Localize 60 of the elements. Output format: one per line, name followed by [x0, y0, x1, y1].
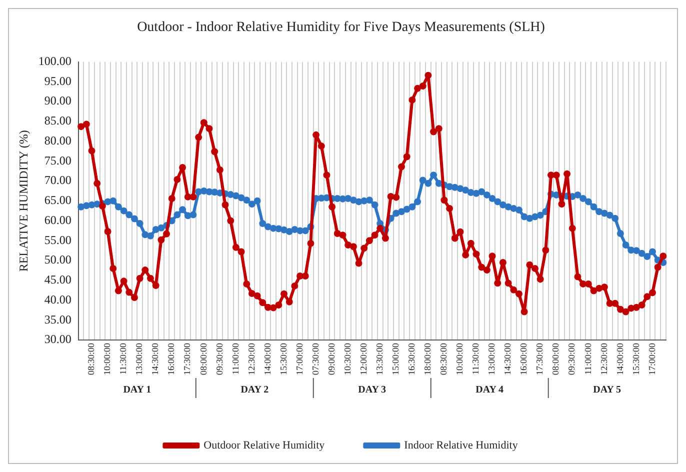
- text: DAY 3: [358, 384, 386, 396]
- x-tick-label: 16:00:00: [518, 342, 529, 376]
- text: DAY 5: [593, 384, 622, 396]
- x-tick-label: 08:00:00: [550, 342, 561, 376]
- x-tick-label: 10:00:00: [102, 342, 112, 376]
- y-tick-label: 50.00: [44, 252, 72, 267]
- y-tick-label: 70.00: [44, 173, 72, 188]
- x-tick-label: 15:00:00: [390, 342, 401, 376]
- y-tick-label: 30.00: [44, 332, 72, 346]
- x-tick-label: 15:30:00: [630, 342, 641, 376]
- x-tick-label: 08:30:00: [438, 342, 449, 376]
- x-tick-label: 18:00:00: [422, 342, 433, 376]
- x-tick-label: 12:00:00: [358, 342, 368, 376]
- text: DAY 1: [123, 384, 152, 396]
- y-tick-label: 80.00: [44, 133, 72, 148]
- y-tick-label: 100.00: [38, 54, 72, 68]
- x-tick-label: 15:30:00: [278, 342, 288, 376]
- x-tick-label: 13:00:00: [134, 342, 144, 376]
- x-tick-label: 17:30:00: [534, 342, 545, 376]
- x-tick-label: 11:00:00: [582, 342, 593, 375]
- x-tick-label: 17:00:00: [294, 342, 304, 376]
- y-tick-label: 65.00: [44, 193, 72, 208]
- x-tick-label: 17:30:00: [182, 342, 192, 376]
- x-tick-label: 16:30:00: [406, 342, 417, 376]
- x-tick-label: 11:00:00: [230, 342, 240, 375]
- y-tick-label: 90.00: [44, 94, 72, 108]
- y-tick-label: 85.00: [44, 114, 72, 128]
- x-tick-label: 10:30:00: [342, 342, 352, 376]
- y-tick-label: 55.00: [44, 232, 72, 247]
- x-tick-label: 14:30:00: [502, 342, 513, 376]
- x-tick-label: 14:00:00: [614, 342, 625, 376]
- x-tick-label: 11:30:00: [118, 342, 128, 375]
- y-tick-label: 35.00: [44, 312, 72, 326]
- x-tick-label: 10:00:00: [454, 342, 465, 376]
- x-tick-label: 09:30:00: [214, 342, 224, 376]
- y-tick-label: 60.00: [44, 212, 72, 227]
- x-tick-label: 13:30:00: [374, 342, 384, 376]
- x-tick-label: 08:30:00: [86, 342, 96, 376]
- y-tick-label: 40.00: [44, 292, 72, 306]
- text: DAY 4: [476, 384, 504, 396]
- text: DAY 2: [240, 384, 269, 396]
- legend-label: Indoor Relative Humidity: [404, 439, 518, 452]
- x-tick-label: 11:30:00: [470, 342, 481, 375]
- x-tick-label: 09:00:00: [326, 342, 336, 376]
- x-tick-label: 17:00:00: [646, 342, 657, 376]
- x-tick-label: 09:30:00: [566, 342, 577, 376]
- y-tick-label: 75.00: [44, 153, 72, 168]
- y-tick-label: 45.00: [44, 272, 72, 287]
- x-tick-label: 08:00:00: [198, 342, 208, 376]
- x-tick-label: 14:00:00: [262, 342, 272, 376]
- x-tick-label: 12:30:00: [598, 342, 609, 376]
- x-tick-label: 12:30:00: [246, 342, 256, 376]
- y-tick-label: 95.00: [44, 74, 72, 88]
- chart-title: Outdoor - Indoor Relative Humidity for Five Days Measurements (SLH): [137, 20, 546, 36]
- y-axis-title: RELATIVE HUMIDITY (%): [16, 130, 30, 272]
- x-tick-label: 16:00:00: [166, 342, 176, 376]
- x-tick-label: 14:30:00: [150, 342, 160, 376]
- legend-label: Outdoor Relative Humidity: [204, 439, 326, 452]
- x-tick-label: 07:30:00: [310, 342, 320, 376]
- x-tick-label: 13:00:00: [486, 342, 497, 376]
